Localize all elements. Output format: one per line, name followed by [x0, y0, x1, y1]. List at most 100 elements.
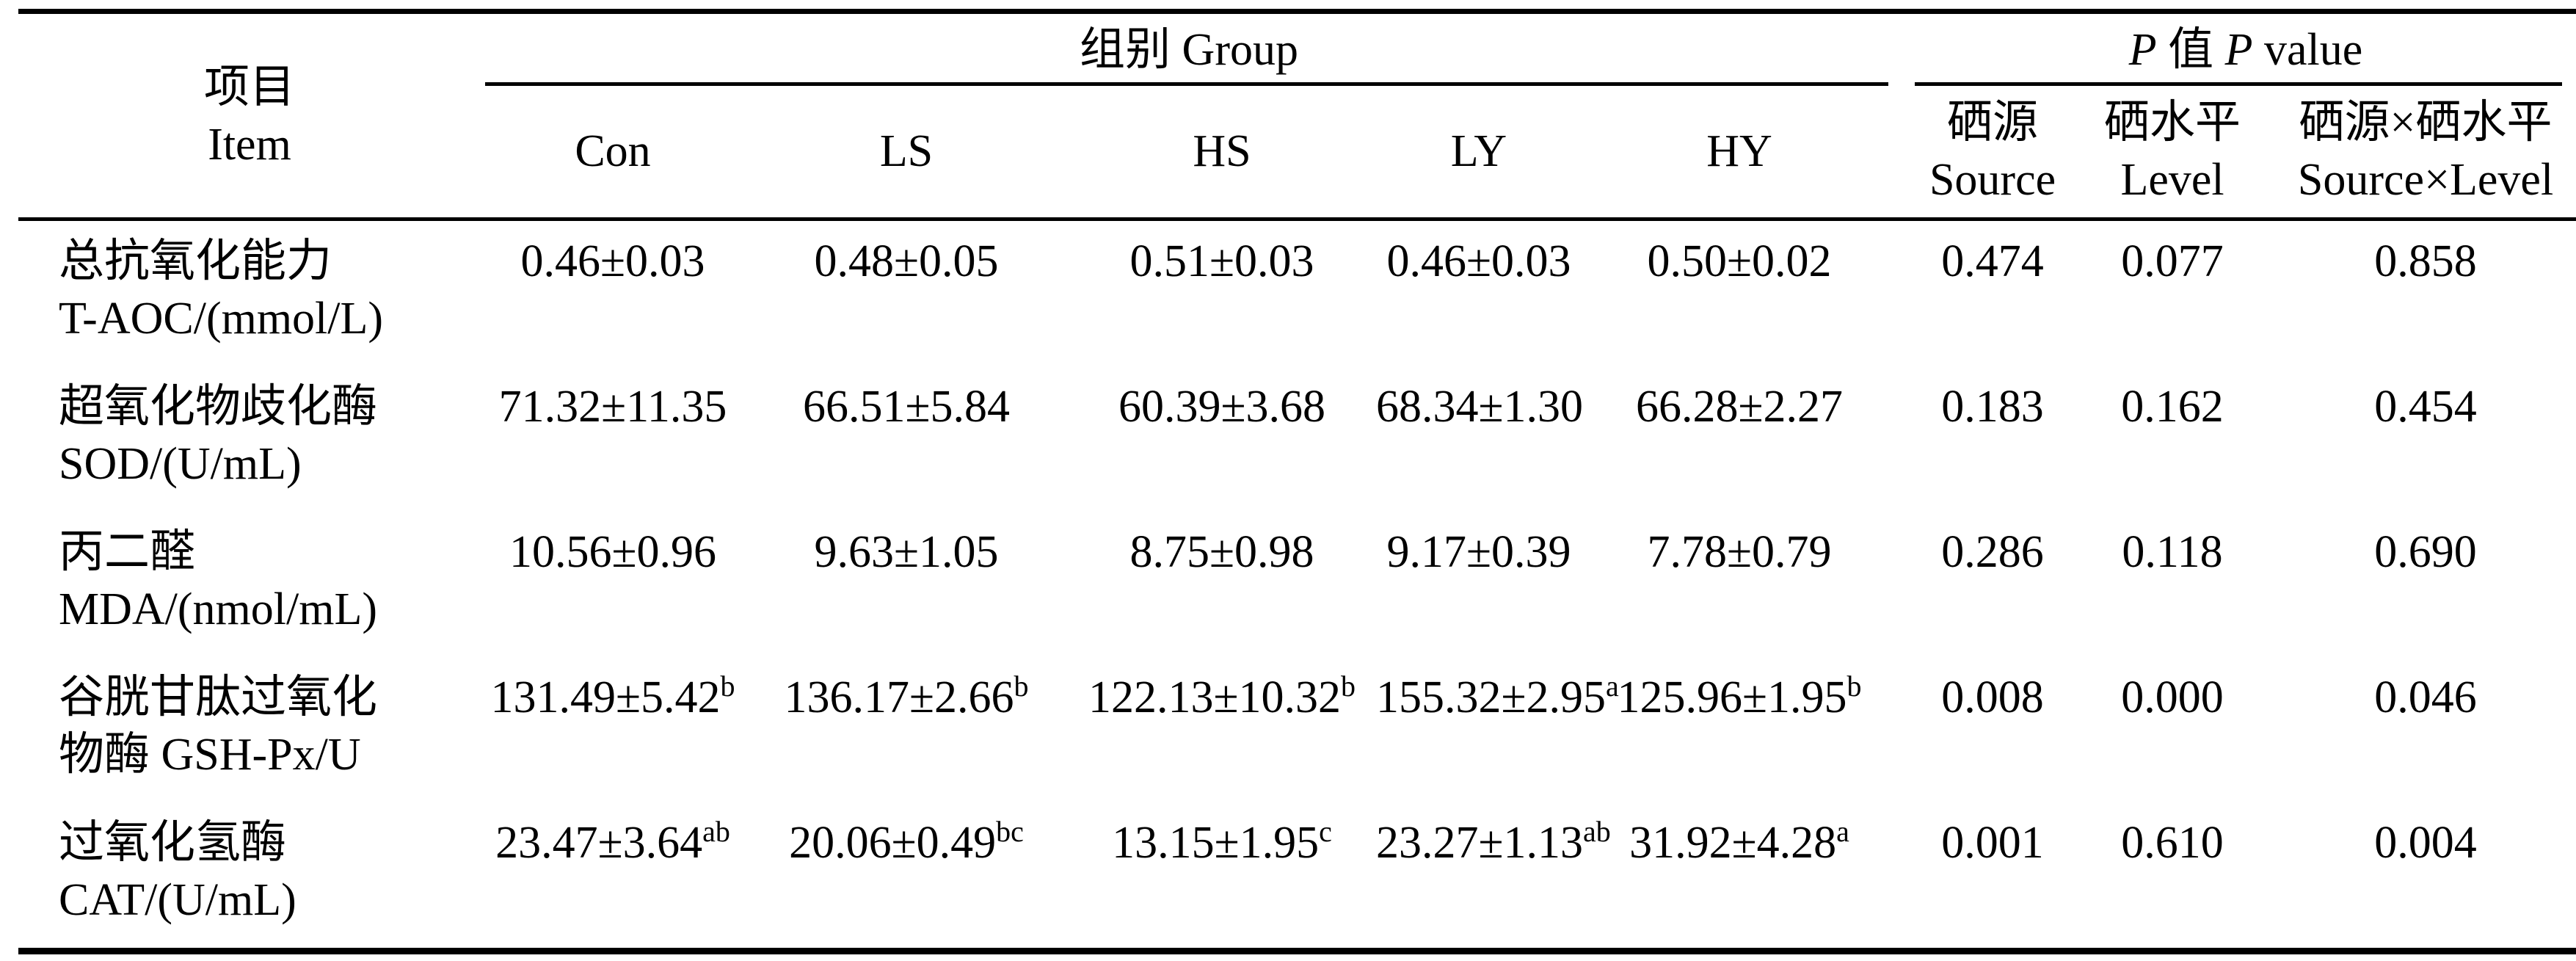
- value-cell-ly: 9.17±0.39: [1376, 512, 1582, 657]
- row-item-label: 丙二醛 MDA/(nmol/mL): [18, 512, 481, 657]
- significance-superscript: ab: [1583, 815, 1611, 848]
- pvalue-cell-source: 0.001: [1941, 818, 2044, 868]
- significance-superscript: a: [1606, 670, 1619, 703]
- se-source-en: Source: [1929, 155, 2056, 206]
- value-cell-ls: 20.06±0.49bc: [745, 802, 1068, 951]
- item-name-zh: 过氧化氢酶: [59, 818, 287, 868]
- pvalue-cell-interaction: 0.690: [2374, 527, 2477, 577]
- column-header-se-level: 硒水平 Level: [2088, 85, 2257, 221]
- mean-sd-value: 10.56±0.96: [509, 527, 717, 577]
- table-row-taoc: 总抗氧化能力 T-AOC/(mmol/L) 0.46±0.03 0.48±0.0…: [18, 220, 2576, 367]
- pvalue-cell-level: 0.077: [2121, 236, 2224, 286]
- significance-superscript: ab: [702, 815, 730, 848]
- row-item-label: 过氧化氢酶 CAT/(U/mL): [18, 802, 481, 951]
- value-cell-con: 71.32±11.35: [481, 366, 745, 512]
- value-cell-con: 23.47±3.64ab: [481, 802, 745, 951]
- group-header-label: 组别 Group: [1080, 24, 1298, 75]
- column-header-item: 项目 Item: [18, 11, 481, 221]
- value-cell-hs: 0.51±0.03: [1068, 220, 1376, 367]
- value-cell-hy: 31.92±4.28a: [1582, 802, 1897, 951]
- item-name-en: 物酶 GSH-Px/U: [59, 730, 361, 780]
- header-spanner-row: 项目 Item 组别 Group P 值 P value: [18, 11, 2576, 221]
- mean-sd-value: 66.51±5.84: [802, 382, 1011, 432]
- mean-sd-value: 155.32±2.95: [1376, 672, 1607, 722]
- item-name-en: MDA/(nmol/mL): [59, 584, 377, 634]
- pvalue-header-zh: 值: [2156, 24, 2225, 75]
- pvalue-cell-level: 0.162: [2121, 382, 2224, 432]
- mean-sd-value: 0.48±0.05: [814, 236, 999, 286]
- mean-sd-value: 0.51±0.03: [1129, 236, 1314, 286]
- mean-sd-value: 8.75±0.98: [1129, 527, 1314, 577]
- se-source-zh: 硒源: [1947, 98, 2039, 148]
- value-cell-hy: 125.96±1.95b: [1582, 657, 1897, 802]
- column-header-hs: HS: [1068, 85, 1376, 221]
- item-name-zh: 超氧化物歧化酶: [59, 382, 378, 432]
- item-header-en: Item: [208, 119, 291, 170]
- item-header-zh: 项目: [203, 62, 295, 112]
- significance-superscript: bc: [996, 815, 1024, 848]
- pvalue-cell-level: 0.000: [2121, 672, 2224, 722]
- value-cell-hy: 7.78±0.79: [1582, 512, 1897, 657]
- pvalue-cell-source: 0.286: [1941, 527, 2044, 577]
- value-cell-con: 10.56±0.96: [481, 512, 745, 657]
- value-cell-hy: 66.28±2.27: [1582, 366, 1897, 512]
- value-cell-ly: 0.46±0.03: [1376, 220, 1582, 367]
- column-header-source-x-level: 硒源×硒水平 Source×Level: [2257, 85, 2576, 221]
- item-name-zh: 谷胱甘肽过氧化: [59, 672, 378, 722]
- se-level-zh: 硒水平: [2104, 98, 2241, 148]
- mean-sd-value: 0.46±0.03: [520, 236, 705, 286]
- mean-sd-value: 131.49±5.42: [490, 672, 721, 722]
- significance-superscript: b: [720, 670, 735, 703]
- significance-superscript: a: [1836, 815, 1849, 848]
- significance-superscript: b: [1847, 670, 1862, 703]
- value-cell-hy: 0.50±0.02: [1582, 220, 1897, 367]
- se-level-en: Level: [2120, 155, 2224, 206]
- mean-sd-value: 9.17±0.39: [1386, 527, 1571, 577]
- mean-sd-value: 0.46±0.03: [1386, 236, 1571, 286]
- column-header-hy: HY: [1582, 85, 1898, 221]
- value-cell-hs: 60.39±3.68: [1068, 366, 1376, 512]
- column-header-ls: LS: [745, 85, 1068, 221]
- value-cell-ly: 155.32±2.95a: [1376, 657, 1619, 802]
- mean-sd-value: 9.63±1.05: [814, 527, 999, 577]
- pvalue-cell-source: 0.008: [1941, 672, 2044, 722]
- mean-sd-value: 23.47±3.64: [495, 818, 703, 868]
- value-cell-ly: 23.27±1.13ab: [1376, 802, 1611, 951]
- source-x-level-zh: 硒源×硒水平: [2299, 98, 2553, 148]
- item-name-en: CAT/(U/mL): [59, 875, 296, 925]
- pvalue-cell-source: 0.183: [1941, 382, 2044, 432]
- value-cell-ls: 136.17±2.66b: [745, 657, 1068, 802]
- value-cell-ls: 0.48±0.05: [745, 220, 1068, 367]
- mean-sd-value: 66.28±2.27: [1636, 382, 1844, 432]
- mean-sd-value: 13.15±1.95: [1112, 818, 1320, 868]
- pvalue-cell-interaction: 0.454: [2374, 382, 2477, 432]
- table-row-gshpx: 谷胱甘肽过氧化 物酶 GSH-Px/U 131.49±5.42b 136.17±…: [18, 657, 2576, 802]
- column-header-se-source: 硒源 Source: [1897, 85, 2089, 221]
- mean-sd-value: 71.32±11.35: [498, 382, 727, 432]
- significance-superscript: c: [1319, 815, 1332, 848]
- pvalue-cell-interaction: 0.858: [2374, 236, 2477, 286]
- value-cell-hs: 122.13±10.32b: [1068, 657, 1376, 802]
- item-name-en: T-AOC/(mmol/L): [59, 294, 384, 344]
- value-cell-hs: 8.75±0.98: [1068, 512, 1376, 657]
- pvalue-cell-interaction: 0.046: [2374, 672, 2477, 722]
- pvalue-header-p1: P: [2128, 24, 2157, 75]
- table-row-sod: 超氧化物歧化酶 SOD/(U/mL) 71.32±11.35 66.51±5.8…: [18, 366, 2576, 512]
- table-row-mda: 丙二醛 MDA/(nmol/mL) 10.56±0.96 9.63±1.05 8…: [18, 512, 2576, 657]
- mean-sd-value: 23.27±1.13: [1376, 818, 1584, 868]
- value-cell-hs: 13.15±1.95c: [1068, 802, 1376, 951]
- column-group-header-pvalue: P 值 P value: [1897, 12, 2576, 86]
- value-cell-con: 131.49±5.42b: [481, 657, 745, 802]
- antioxidant-results-table: 项目 Item 组别 Group P 值 P value Con LS HS L…: [18, 9, 2576, 954]
- column-group-header-group: 组别 Group: [481, 12, 1897, 86]
- column-header-ly: LY: [1376, 85, 1582, 221]
- row-item-label: 谷胱甘肽过氧化 物酶 GSH-Px/U: [18, 657, 481, 802]
- value-cell-ls: 9.63±1.05: [745, 512, 1068, 657]
- pvalue-cell-level: 0.118: [2122, 527, 2223, 577]
- mean-sd-value: 68.34±1.30: [1376, 382, 1584, 432]
- mean-sd-value: 20.06±0.49: [789, 818, 997, 868]
- value-cell-con: 0.46±0.03: [481, 220, 745, 367]
- value-cell-ls: 66.51±5.84: [745, 366, 1068, 512]
- item-name-en: SOD/(U/mL): [59, 439, 302, 489]
- pvalue-cell-interaction: 0.004: [2374, 818, 2477, 868]
